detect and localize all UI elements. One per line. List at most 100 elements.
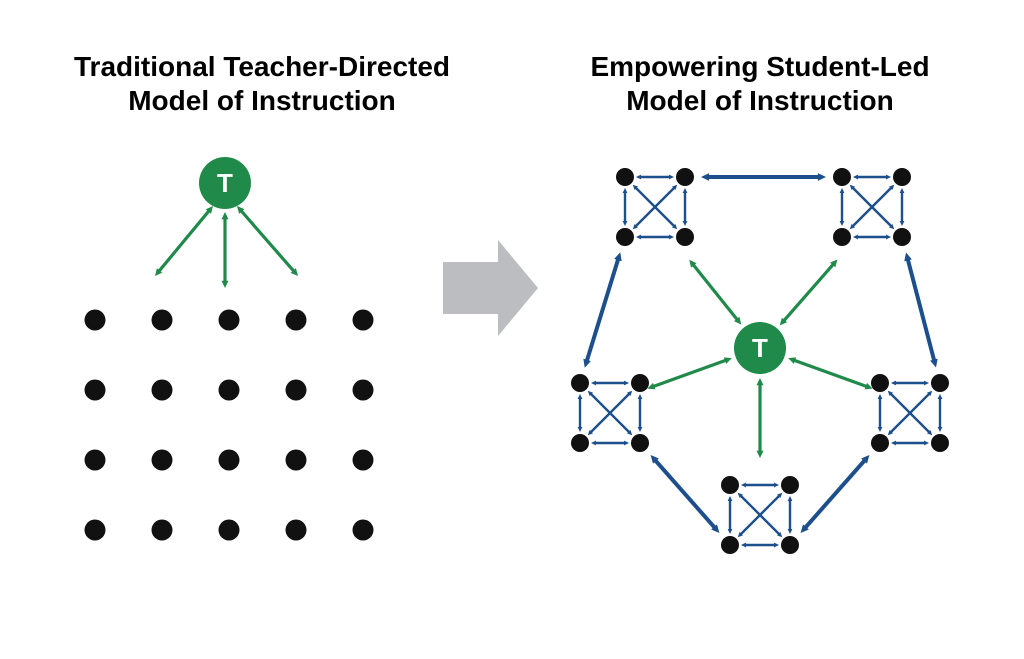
right-cluster-2-inner-arrow-1-head [624,441,629,446]
left-student-dot [85,310,106,331]
left-teacher-arrow-1-head [222,281,229,288]
left-student-dot [85,520,106,541]
right-student-dot [571,374,589,392]
right-cluster-0-inner-arrow-3-head [683,188,688,193]
right-student-dot [631,374,649,392]
right-cluster-1-inner-arrow-2-head [840,221,845,226]
right-intercluster-arrow-4 [804,459,866,529]
right-cluster-3-inner-arrow-2-head [878,394,883,399]
right-cluster-3-inner-arrow-2-head [878,427,883,432]
left-teacher-arrow-1-head [222,212,229,219]
left-student-dot [152,380,173,401]
right-student-dot [871,374,889,392]
right-cluster-2-inner-arrow-2-head [578,394,583,399]
left-student-dot [286,520,307,541]
right-cluster-3-inner-arrow-0-head [891,381,896,386]
left-student-dot [85,380,106,401]
right-cluster-4-inner-arrow-2-head [728,496,733,501]
right-teacher-arrow-2 [652,360,727,387]
right-student-dot [931,434,949,452]
right-cluster-3-inner-arrow-1-head [891,441,896,446]
diagram-root: Traditional Teacher-DirectedModel of Ins… [0,0,1024,659]
left-student-dot [353,380,374,401]
right-student-dot [631,434,649,452]
right-cluster-4-inner-arrow-0-head [774,483,779,488]
right-intercluster-arrow-0-head [701,173,709,181]
right-cluster-3-inner-arrow-0-head [924,381,929,386]
transition-arrow-icon [443,240,538,336]
right-teacher-arrow-4-head [757,378,764,385]
right-cluster-4-inner-arrow-0-head [741,483,746,488]
right-cluster-2-inner-arrow-0-head [624,381,629,386]
right-teacher-arrow-2-head [724,357,732,364]
right-intercluster-arrow-3 [654,459,716,529]
right-cluster-3-inner-arrow-3-head [938,394,943,399]
right-cluster-4-inner-arrow-3-head [788,496,793,501]
left-student-dot [152,520,173,541]
teacher-label: T [752,333,768,363]
right-student-dot [871,434,889,452]
right-cluster-1-inner-arrow-0-head [853,175,858,180]
right-intercluster-arrow-2 [907,258,934,363]
right-cluster-1-inner-arrow-3-head [900,221,905,226]
right-cluster-4-inner-arrow-3-head [788,529,793,534]
right-cluster-1-inner-arrow-0-head [886,175,891,180]
right-cluster-1-inner-arrow-1-head [853,235,858,240]
right-cluster-1-inner-arrow-3-head [900,188,905,193]
right-cluster-0-inner-arrow-2-head [623,188,628,193]
right-cluster-4-inner-arrow-1-head [741,543,746,548]
right-student-dot [893,228,911,246]
right-cluster-0-inner-arrow-0-head [636,175,641,180]
left-student-dot [219,450,240,471]
right-cluster-0-inner-arrow-1-head [669,235,674,240]
left-student-dot [353,450,374,471]
right-teacher-arrow-0 [692,264,738,321]
right-student-dot [833,168,851,186]
left-teacher-arrow-2 [240,210,295,273]
left-student-dot [152,310,173,331]
right-cluster-0-inner-arrow-1-head [636,235,641,240]
right-intercluster-arrow-2-head [904,252,912,261]
right-intercluster-arrow-0-head [818,173,826,181]
right-cluster-0-inner-arrow-3-head [683,221,688,226]
left-student-dot [219,520,240,541]
left-student-dot [353,310,374,331]
right-student-dot [893,168,911,186]
right-intercluster-arrow-1 [586,257,618,362]
right-teacher-arrow-3 [793,360,868,387]
right-student-dot [781,536,799,554]
right-student-dot [781,476,799,494]
left-student-dot [219,380,240,401]
right-student-dot [833,228,851,246]
right-cluster-2-inner-arrow-3-head [638,427,643,432]
left-student-dot [85,450,106,471]
right-cluster-3-inner-arrow-1-head [924,441,929,446]
left-student-dot [286,310,307,331]
left-student-dot [353,520,374,541]
right-student-dot [676,168,694,186]
right-cluster-4-inner-arrow-2-head [728,529,733,534]
right-student-dot [931,374,949,392]
right-cluster-4-inner-arrow-1-head [774,543,779,548]
right-teacher-arrow-1 [783,263,834,322]
left-student-dot [286,450,307,471]
left-student-dot [152,450,173,471]
right-student-dot [616,228,634,246]
right-student-dot [676,228,694,246]
right-cluster-1-inner-arrow-1-head [886,235,891,240]
left-student-dot [286,380,307,401]
right-cluster-2-inner-arrow-2-head [578,427,583,432]
right-teacher-arrow-3-head [788,357,796,364]
right-intercluster-arrow-2-head [930,359,938,368]
teacher-label: T [217,168,233,198]
right-intercluster-arrow-1-head [583,359,590,368]
right-student-dot [721,536,739,554]
right-cluster-3-inner-arrow-3-head [938,427,943,432]
right-student-dot [721,476,739,494]
right-cluster-0-inner-arrow-0-head [669,175,674,180]
right-student-dot [571,434,589,452]
left-teacher-arrow-0 [158,210,210,273]
right-student-dot [616,168,634,186]
diagram-svg: TT [0,0,1024,659]
right-cluster-2-inner-arrow-0-head [591,381,596,386]
